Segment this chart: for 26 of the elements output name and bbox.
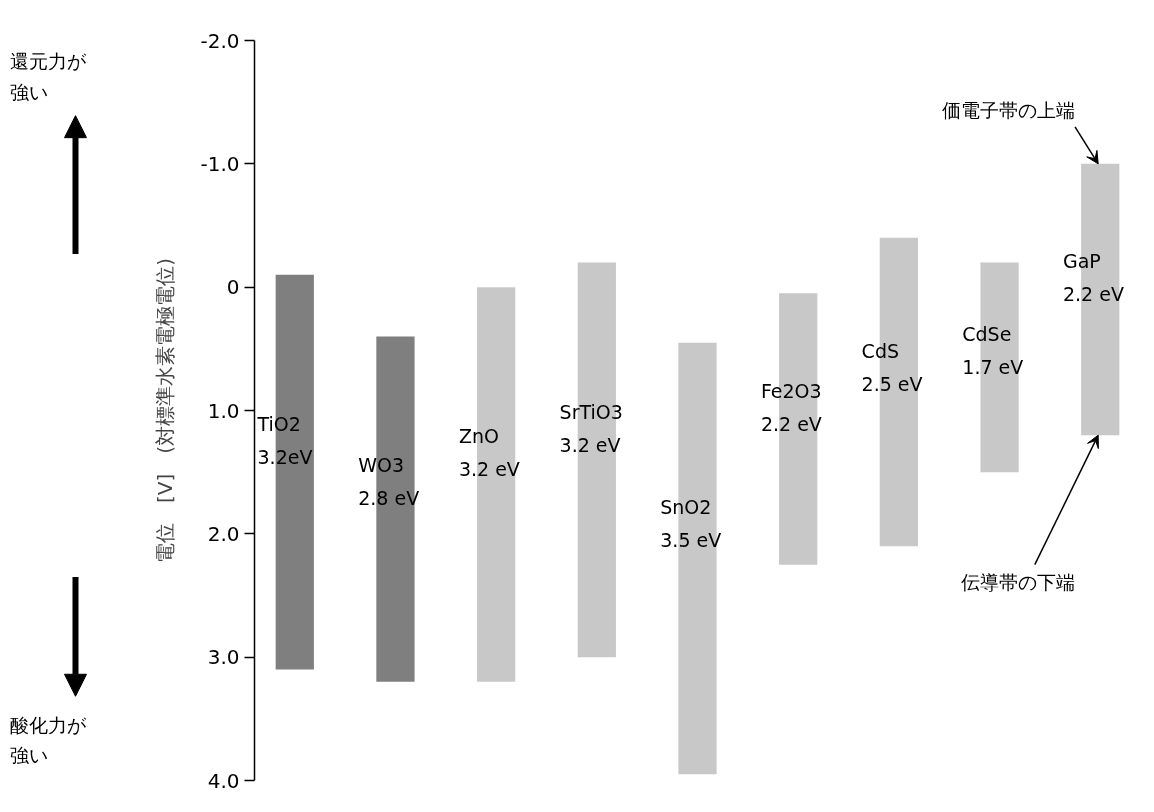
y-tick-label: 3.0 bbox=[207, 645, 240, 670]
data-label: 2.2 eV bbox=[1062, 283, 1124, 306]
x-tick-label: GaP bbox=[1062, 250, 1101, 273]
text: 酸化力が強い bbox=[9, 713, 87, 767]
y-tick-label: 4.0 bbox=[207, 768, 240, 793]
x-tick-label: CdS bbox=[861, 339, 899, 362]
annotation: 価電子帯の上端 bbox=[942, 98, 1076, 121]
annotation: 伝導帯の下端 bbox=[961, 570, 1076, 593]
y-tick-label: -1.0 bbox=[200, 151, 240, 176]
data-label: 3.2 eV bbox=[559, 433, 621, 456]
x-tick-label: Fe2O3 bbox=[760, 379, 822, 402]
x-tick-label: ZnO bbox=[458, 425, 499, 448]
text: 還元力が強い bbox=[9, 50, 87, 104]
x-tick-label: CdSe bbox=[962, 323, 1012, 346]
y-axis-title: 電位 [V] (対標準水素電極電位) bbox=[153, 258, 178, 563]
y-tick-label: 2.0 bbox=[207, 521, 240, 546]
data-label: 3.2 eV bbox=[458, 458, 520, 481]
data-label: 2.2 eV bbox=[760, 412, 822, 435]
y-tick-label: -2.0 bbox=[200, 28, 240, 53]
y-tick-label: 1.0 bbox=[207, 398, 240, 423]
data-label: 3.5 eV bbox=[660, 529, 722, 552]
data-label: 1.7 eV bbox=[962, 356, 1024, 379]
x-tick-label: SnO2 bbox=[660, 496, 712, 519]
y-tick-label: 0 bbox=[226, 275, 240, 300]
x-tick-label: SrTiO3 bbox=[559, 400, 623, 423]
data-label: 2.5 eV bbox=[861, 372, 923, 395]
